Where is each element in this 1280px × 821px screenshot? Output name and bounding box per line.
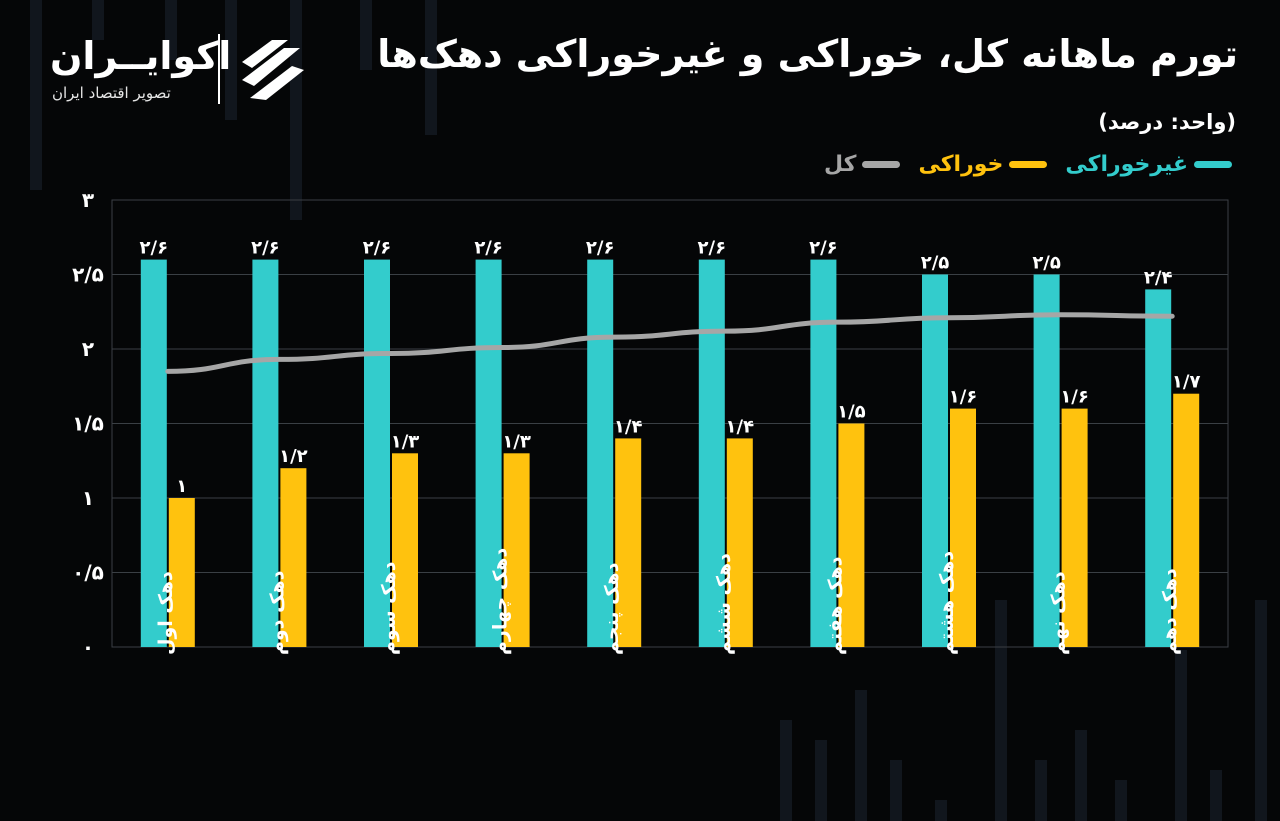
- bar-nonfood: [475, 259, 502, 647]
- bar-food: [503, 453, 530, 647]
- bar-nonfood: [140, 259, 167, 647]
- data-label-nonfood: ۲/۶: [586, 238, 615, 259]
- legend-label-nonfood: غیرخوراکی: [1065, 152, 1188, 177]
- data-label-nonfood: ۲/۵: [1032, 253, 1061, 274]
- chart-legend: غیرخوراکی خوراکی کل: [824, 152, 1232, 177]
- logo-name: اکوایــران: [50, 34, 232, 78]
- legend-swatch-total: [862, 161, 901, 168]
- x-tick-label: دهک دوم: [266, 570, 288, 655]
- deco-candle: [1115, 780, 1127, 821]
- data-label-nonfood: ۲/۶: [809, 238, 838, 259]
- deco-candle: [935, 800, 947, 821]
- y-tick-label: ۳: [82, 188, 94, 212]
- data-label-nonfood: ۲/۴: [1144, 267, 1173, 288]
- deco-candle: [1035, 760, 1047, 821]
- data-label-nonfood: ۲/۶: [140, 238, 169, 259]
- deco-candle: [780, 720, 792, 821]
- bar-food: [392, 453, 418, 647]
- logo: اکوایــران تصویر اقتصاد ایران: [46, 30, 316, 110]
- data-label-food: ۱/۶: [949, 387, 978, 408]
- chart-title: تورم ماهانه کل، خوراکی و غیرخوراکی دهک‌ه…: [377, 32, 1238, 76]
- bar-food: [1061, 408, 1088, 647]
- data-label-food: ۱/۶: [1060, 387, 1089, 408]
- legend-swatch-food: [1009, 161, 1048, 168]
- x-tick-label: دهک دهم: [1159, 568, 1181, 655]
- bar-food: [1173, 393, 1200, 647]
- line-total: [165, 312, 1175, 374]
- legend-item-food: خوراکی: [918, 152, 1048, 177]
- bar-food: [838, 423, 865, 647]
- ecoiran-logo-mark-icon: [242, 40, 304, 100]
- y-tick-label: ۲/۵: [72, 263, 104, 287]
- data-label-food: ۱/۳: [502, 431, 531, 452]
- bar-nonfood: [587, 259, 614, 647]
- bar-nonfood: [922, 274, 948, 647]
- deco-candle: [360, 0, 372, 70]
- bar-nonfood: [1033, 274, 1060, 647]
- bar-food: [615, 438, 642, 647]
- data-label-nonfood: ۲/۶: [363, 238, 392, 259]
- data-label-nonfood: ۲/۶: [474, 238, 503, 259]
- deco-candle: [165, 0, 177, 60]
- bar-nonfood: [364, 259, 390, 647]
- x-tick-label: دهک پنجم: [601, 562, 623, 655]
- x-tick-label: دهک چهارم: [490, 548, 512, 655]
- data-label-food: ۱/۲: [279, 446, 308, 467]
- bar-food: [168, 498, 195, 647]
- data-label-food: ۱: [176, 476, 187, 497]
- x-tick-label: دهک سوم: [378, 561, 400, 655]
- deco-candle: [1210, 770, 1222, 821]
- bar-nonfood: [698, 259, 725, 647]
- deco-candle: [1175, 650, 1187, 821]
- y-tick-label: ۱/۵: [72, 412, 104, 436]
- data-label-food: ۱/۴: [614, 416, 643, 437]
- legend-swatch-nonfood: [1194, 161, 1232, 168]
- x-tick-label: دهک نهم: [1048, 571, 1070, 655]
- deco-candle: [890, 760, 902, 821]
- bar-nonfood: [1145, 289, 1172, 647]
- y-tick-label: ۲: [82, 337, 94, 361]
- bar-food: [726, 438, 753, 647]
- deco-candle: [425, 0, 437, 135]
- y-tick-label: ۰/۵: [72, 561, 104, 585]
- deco-candle: [1255, 600, 1267, 821]
- deco-candle: [1075, 730, 1087, 821]
- bar-food: [950, 408, 976, 647]
- deco-candle: [30, 0, 42, 190]
- deco-candle: [290, 0, 302, 220]
- y-tick-label: ۰: [82, 635, 94, 659]
- y-tick-label: ۱: [82, 486, 94, 510]
- data-label-nonfood: ۲/۶: [251, 238, 280, 259]
- legend-item-nonfood: غیرخوراکی: [1065, 152, 1232, 177]
- legend-label-total: کل: [824, 152, 857, 177]
- data-label-food: ۱/۷: [1172, 372, 1201, 393]
- legend-label-food: خوراکی: [918, 152, 1004, 177]
- logo-divider: [218, 34, 220, 104]
- data-label-nonfood: ۲/۵: [921, 253, 950, 274]
- data-label-food: ۱/۴: [726, 416, 755, 437]
- deco-candle: [225, 0, 237, 120]
- bar-nonfood: [252, 259, 279, 647]
- x-tick-label: دهک اول: [155, 571, 177, 655]
- chart-unit: (واحد: درصد): [1098, 110, 1236, 134]
- x-tick-label: دهک ششم: [713, 553, 735, 655]
- deco-candle: [855, 690, 867, 821]
- deco-candle: [995, 600, 1007, 821]
- logo-subtitle: تصویر اقتصاد ایران: [52, 84, 171, 102]
- x-tick-label: دهک هشتم: [936, 551, 958, 655]
- data-label-food: ۱/۵: [837, 402, 866, 423]
- deco-candle: [92, 0, 104, 40]
- deco-candle: [815, 740, 827, 821]
- data-label-nonfood: ۲/۶: [698, 238, 727, 259]
- data-label-food: ۱/۳: [391, 431, 420, 452]
- legend-item-total: کل: [824, 152, 901, 177]
- bar-food: [280, 468, 307, 647]
- x-tick-label: دهک هفتم: [824, 556, 846, 655]
